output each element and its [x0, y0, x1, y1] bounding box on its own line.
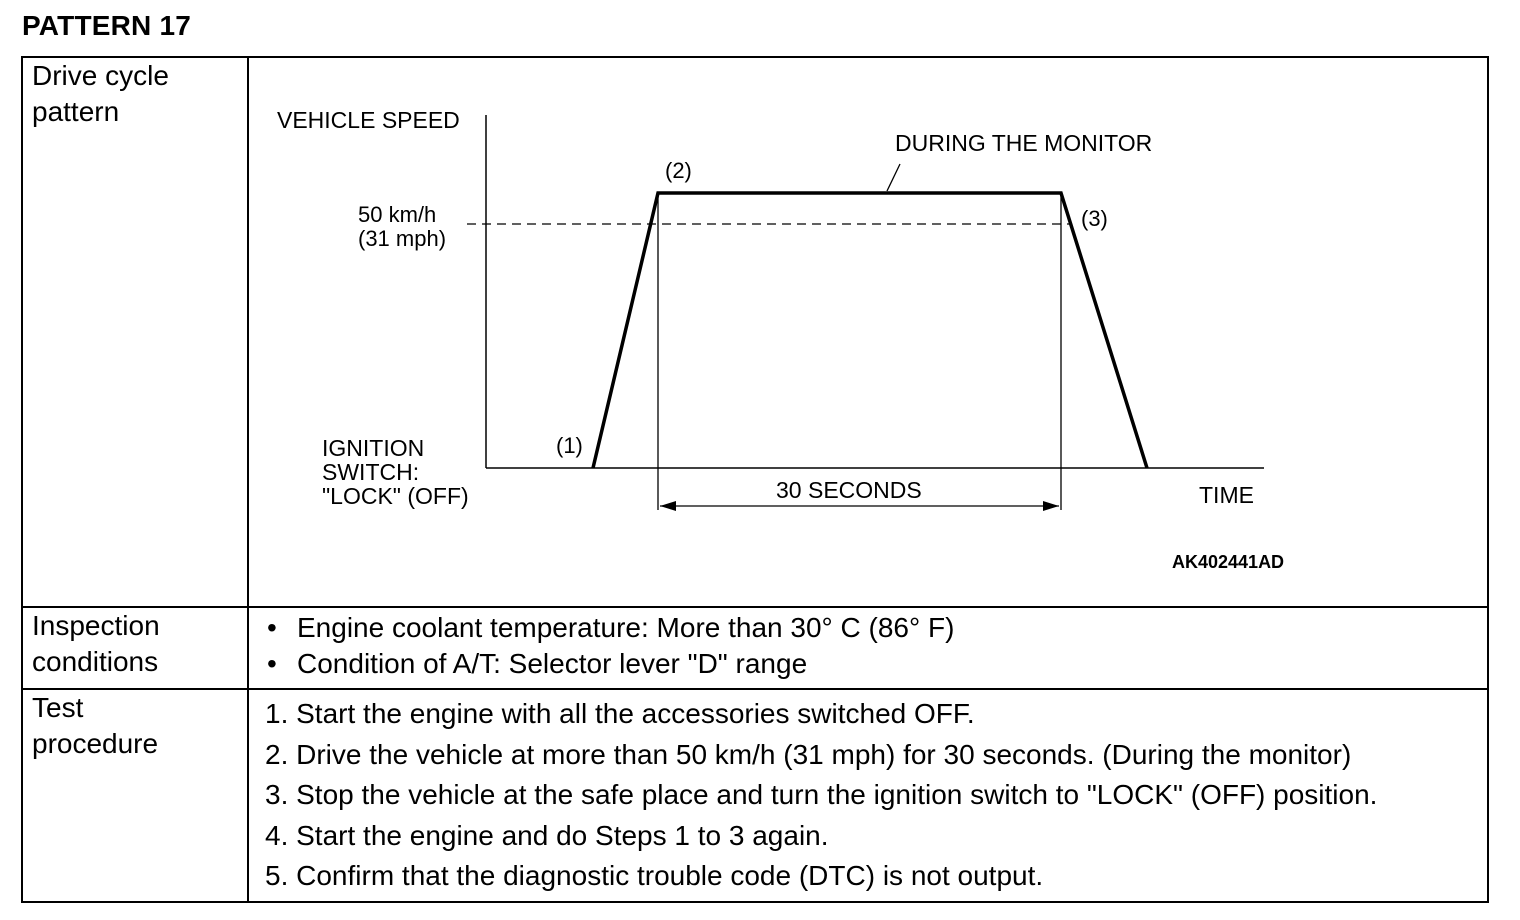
bullet-icon: •	[267, 612, 277, 643]
table-row-inspection: Inspection conditions • Engine coolant t…	[21, 606, 1489, 690]
test-procedure-cell: 1. Start the engine with all the accesso…	[247, 688, 1489, 903]
point-1-label: (1)	[556, 433, 583, 458]
list-item: • Condition of A/T: Selector lever "D" r…	[265, 646, 1487, 682]
drive-cycle-table: Drive cycle pattern	[21, 56, 1489, 903]
point-3-label: (3)	[1081, 206, 1108, 231]
duration-arrow-right-head	[1043, 501, 1059, 511]
list-item: 5. Confirm that the diagnostic trouble c…	[265, 860, 1044, 891]
ignition-label-line2: SWITCH:	[322, 459, 419, 485]
inspection-label-line1: Inspection	[32, 610, 160, 641]
inspection-condition-text: Condition of A/T: Selector lever "D" ran…	[297, 648, 808, 679]
drive-cycle-label-line1: Drive cycle	[32, 60, 169, 91]
figure-code: AK402441AD	[1172, 552, 1284, 572]
duration-label: 30 SECONDS	[776, 477, 922, 503]
bullet-icon: •	[267, 648, 277, 679]
table-row-test-procedure: Test procedure 1. Start the engine with …	[21, 688, 1489, 903]
inspection-label-cell: Inspection conditions	[21, 606, 249, 690]
inspection-condition-text: Engine coolant temperature: More than 30…	[297, 612, 955, 643]
list-item: 3. Stop the vehicle at the safe place an…	[265, 779, 1378, 810]
test-procedure-steps: 1. Start the engine with all the accesso…	[249, 690, 1487, 897]
table-row-drive-cycle: Drive cycle pattern	[21, 56, 1489, 608]
list-item: 4. Start the engine and do Steps 1 to 3 …	[265, 819, 829, 851]
drive-cycle-diagram-cell: VEHICLE SPEED 50 km/h (31 mph) (2) (3) (…	[247, 56, 1489, 608]
drive-cycle-diagram: VEHICLE SPEED 50 km/h (31 mph) (2) (3) (…	[277, 107, 1284, 572]
list-item: • Engine coolant temperature: More than …	[265, 610, 1487, 646]
speed-label-kmh: 50 km/h	[358, 202, 436, 227]
x-axis-label: TIME	[1199, 482, 1254, 508]
list-item: 2. Drive the vehicle at more than 50 km/…	[265, 738, 1352, 770]
test-label-cell: Test procedure	[21, 688, 249, 903]
point-2-label: (2)	[665, 158, 692, 183]
test-label-line1: Test	[32, 692, 84, 723]
list-item: 1. Start the engine with all the accesso…	[265, 698, 975, 729]
ignition-label-line3: "LOCK" (OFF)	[322, 483, 469, 509]
drive-cycle-label: Drive cycle pattern	[32, 58, 202, 130]
test-label: Test procedure	[32, 690, 202, 762]
inspection-conditions-list: • Engine coolant temperature: More than …	[249, 608, 1487, 682]
inspection-conditions-cell: • Engine coolant temperature: More than …	[247, 606, 1489, 690]
y-axis-label: VEHICLE SPEED	[277, 107, 460, 133]
speed-label-mph: (31 mph)	[358, 226, 446, 251]
page-title: PATTERN 17	[22, 10, 191, 41]
inspection-label: Inspection conditions	[32, 608, 202, 680]
monitor-leader-line	[886, 163, 901, 192]
speed-profile-line	[591, 191, 1149, 469]
test-label-line2: procedure	[32, 728, 159, 759]
inspection-label-line2: conditions	[32, 646, 159, 677]
drive-cycle-label-line2: pattern	[32, 96, 120, 127]
drive-cycle-label-cell: Drive cycle pattern	[21, 56, 249, 608]
ignition-label-line1: IGNITION	[322, 435, 424, 461]
duration-arrow-left-head	[660, 501, 676, 511]
monitor-label: DURING THE MONITOR	[895, 130, 1152, 156]
